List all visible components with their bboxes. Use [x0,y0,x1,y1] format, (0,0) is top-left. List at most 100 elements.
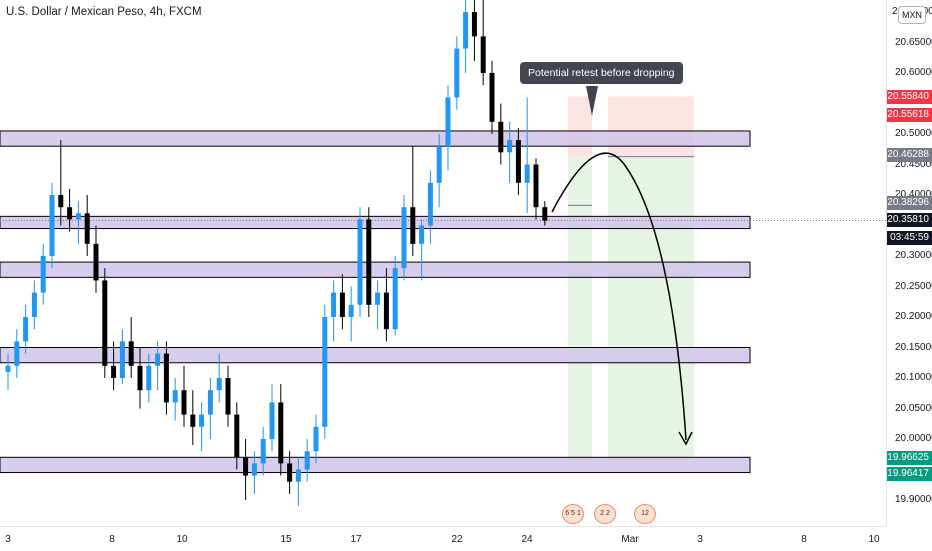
candle-body [251,463,257,476]
price-tick-label: 20.65000 [895,36,932,48]
candle-body [348,304,354,317]
level-price-label: 20.38296 [887,196,932,210]
economic-event-icon[interactable]: 2 2 [594,504,616,524]
candle-body [287,463,293,482]
candle-body [40,256,46,293]
candle-body [366,219,372,305]
projection-arrow [551,152,687,441]
time-axis[interactable]: 3 8 10 15 17 22 24 Mar 3 8 10 [0,526,886,551]
candle-body [471,12,477,37]
candle-body [199,414,205,427]
candlestick-chart[interactable] [0,0,886,526]
candle-body [23,317,29,342]
take-profit-upper-label: 19.96625 [887,451,932,465]
countdown-label: 03:45:59 [887,231,932,245]
candle-body [67,207,73,220]
candle-body [190,414,196,427]
time-tick-label: 22 [451,534,463,545]
candle-body [419,225,425,244]
time-tick-label: 10 [176,534,188,545]
candle-body [533,164,539,208]
take-profit-zone [608,156,694,460]
time-tick-label: 15 [280,534,292,545]
candle-body [410,207,416,244]
price-tick-label: 20.60000 [895,67,932,78]
candle-body [119,341,125,378]
take-profit-lower-label: 19.96417 [887,467,932,481]
candle-body [524,164,530,183]
candle-body [489,73,495,122]
candle-body [375,292,381,305]
candle-body [463,12,469,49]
time-tick-label: 3 [5,534,11,545]
candle-body [445,97,451,147]
support-resistance-zone [0,215,751,230]
price-tick-label: 20.00000 [895,433,932,444]
candle-body [14,341,20,366]
price-tick-label: 20.25000 [895,280,932,292]
candle-body [234,414,240,458]
entry-price-label: 20.46288 [887,148,932,162]
economic-event-icon[interactable]: 12 [634,504,656,524]
candle-body [58,195,64,208]
price-tick-label: 20.15000 [895,341,932,353]
time-tick-label: 3 [697,534,703,545]
stop-loss-zone [608,96,694,157]
candle-body [313,426,319,452]
candle-body [515,140,521,183]
candle-body [269,402,275,439]
price-tick-label: 20.50000 [895,128,932,139]
time-tick-label: Mar [621,534,639,545]
candle-body [392,268,398,330]
candle-body [243,457,249,476]
candle-body [304,451,310,470]
candle-body [260,439,266,464]
candle-body [163,353,169,403]
candle-body [111,365,117,378]
support-resistance-zone [0,347,751,364]
price-tick-label: 20.10000 [895,372,932,383]
time-tick-label: 8 [801,534,807,545]
support-resistance-zone [0,261,751,278]
candle-body [31,292,37,317]
price-tick-label: 20.05000 [895,402,932,414]
stop-loss-upper-label: 20.55840 [887,90,932,104]
arrow-head [678,431,693,446]
candle-body [383,292,389,330]
chart-area[interactable] [0,0,886,526]
candle-body [454,48,460,98]
candle-body [207,390,213,415]
last-price-label: 20.35810 [887,213,932,227]
support-resistance-zone [0,456,751,474]
symbol-title[interactable]: U.S. Dollar / Mexican Peso, 4h, FXCM [6,6,202,18]
candle-body [84,213,90,244]
candle-body [436,146,442,183]
currency-badge[interactable]: MXN [898,6,926,24]
candle-body [278,402,284,464]
candle-body [427,182,433,226]
candle-body [331,292,337,317]
candle-body [216,378,222,391]
price-axis[interactable]: 20.65000 20.60000 20.50000 20.45000 20.40000… [886,0,932,526]
candle-body [75,213,81,220]
stop-loss-lower-label: 20.55618 [887,108,932,122]
time-tick-label: 17 [350,534,362,545]
economic-event-icon[interactable]: 6 5 1 [562,504,584,524]
price-tick-label: 20.45000 [895,158,932,170]
candle-body [480,36,486,73]
take-profit-zone [568,156,592,460]
price-tick-label: 20.40000 [895,189,932,200]
annotation-callout[interactable]: Potential retest before dropping [520,62,683,84]
time-tick-label: 10 [868,534,880,545]
candle-body [339,292,345,317]
candle-body [146,365,152,391]
price-tick-label: 19.90000 [895,494,932,505]
time-tick-label: 8 [109,534,115,545]
candle-body [542,207,548,221]
support-resistance-zone [0,130,751,147]
candle-body [49,195,55,256]
candle-body [498,121,504,153]
candle-body [5,365,11,372]
callout-pointer [586,86,598,116]
candle-body [401,207,407,269]
